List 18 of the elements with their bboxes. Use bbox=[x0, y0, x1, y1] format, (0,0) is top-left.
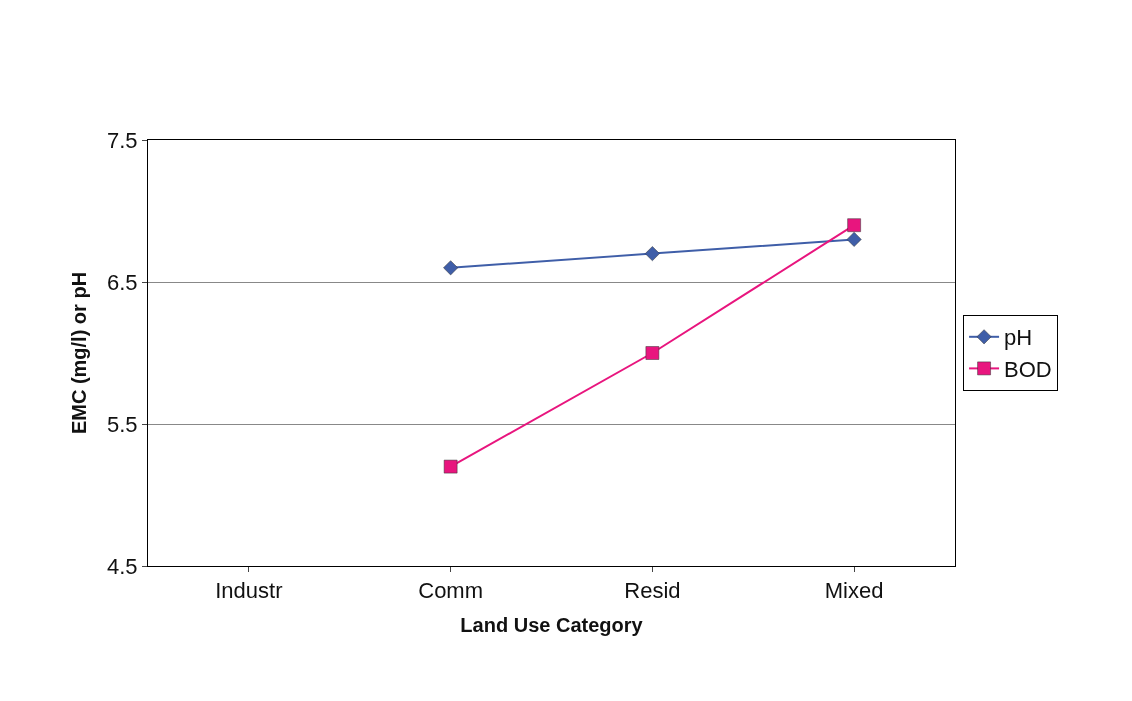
x-tick-label: Resid bbox=[624, 578, 681, 604]
point bbox=[443, 260, 459, 276]
x-tick-label: Industr bbox=[215, 578, 283, 604]
legend-label: BOD bbox=[1004, 356, 1052, 382]
y-axis-title: EMC (mg/l) or pH bbox=[67, 271, 90, 435]
point bbox=[443, 459, 458, 474]
point bbox=[644, 246, 660, 261]
x-tick-label: Comm bbox=[418, 578, 484, 604]
legend-label: pH bbox=[1004, 325, 1033, 351]
y-tick-label: 6.5 bbox=[107, 269, 138, 295]
y-tick-label: 4.5 bbox=[107, 553, 138, 579]
point bbox=[645, 346, 660, 360]
point bbox=[846, 232, 862, 247]
y-tick-label: 5.5 bbox=[107, 411, 138, 437]
x-axis-title: Land Use Category bbox=[460, 613, 644, 636]
y-tick-label: 7.5 bbox=[107, 127, 138, 153]
point bbox=[847, 218, 861, 232]
x-tick-label: Mixed bbox=[824, 578, 884, 604]
